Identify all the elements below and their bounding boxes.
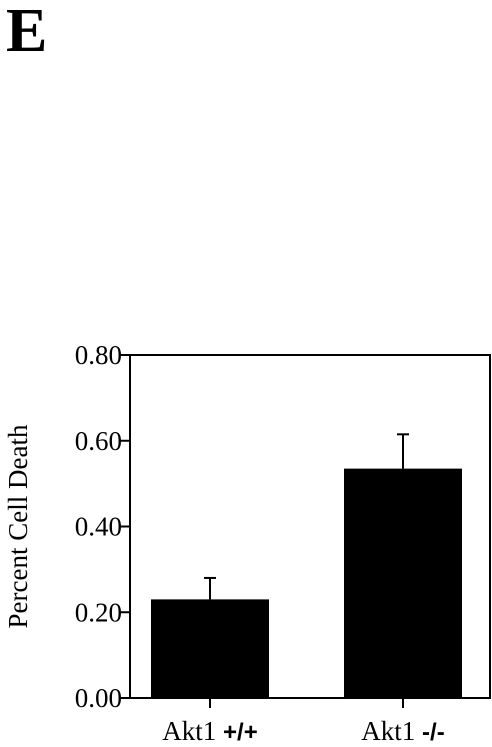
x-tick-label: Akt1 -/- bbox=[361, 716, 444, 746]
y-tick-label: 0.20 bbox=[75, 597, 122, 627]
category-name: Akt1 bbox=[162, 716, 223, 746]
y-tick-label: 0.40 bbox=[75, 512, 122, 542]
y-axis-title: Percent Cell Death bbox=[3, 424, 33, 628]
bar bbox=[151, 599, 269, 698]
y-tick-label: 0.80 bbox=[75, 340, 122, 370]
plot-area: 0.00 0.20 0.40 0.60 0.80 Percent Cell Death Ak… bbox=[3, 340, 491, 746]
bar bbox=[344, 468, 462, 698]
y-tick-label: 0.00 bbox=[75, 683, 122, 713]
category-name: Akt1 bbox=[361, 716, 422, 746]
panel-letter: E bbox=[6, 0, 48, 65]
category-genotype: +/+ bbox=[223, 719, 258, 746]
y-tick-label: 0.60 bbox=[75, 426, 122, 456]
x-tick-label: Akt1 +/+ bbox=[162, 716, 257, 746]
category-genotype: -/- bbox=[422, 719, 445, 746]
